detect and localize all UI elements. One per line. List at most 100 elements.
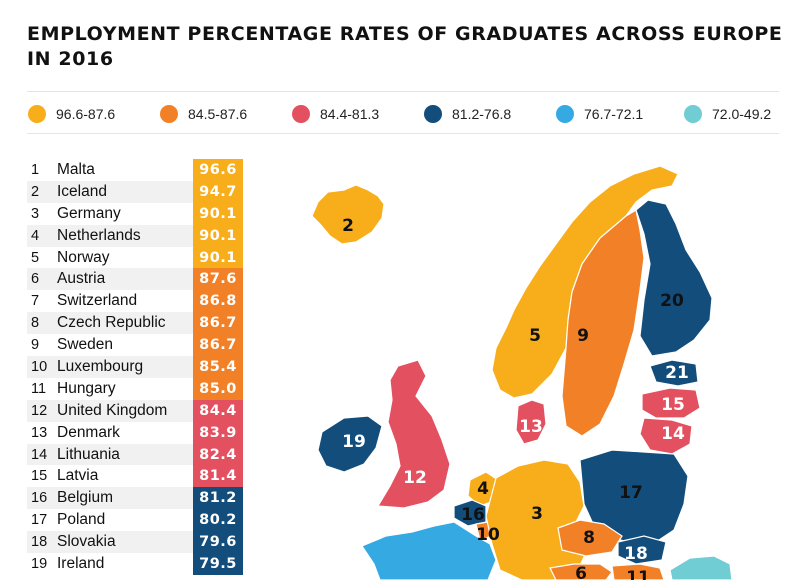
rank-number: 8 [31,315,40,332]
country-name: Ireland [57,554,105,572]
region-latvia [641,387,701,419]
map-label-germany: 3 [531,504,543,524]
map-label-norway: 5 [529,326,541,346]
ranking-row: 13 Denmark 83.9 [27,421,243,444]
region-france [361,521,497,580]
ranking-row: 4 Netherlands 90.1 [27,224,243,247]
region-estonia [649,359,699,387]
ranking-row: 5 Norway 90.1 [27,246,243,269]
legend-item: 81.2-76.8 [424,104,511,124]
legend-swatch [160,105,178,123]
map-label-poland: 17 [619,483,643,503]
country-name: Norway [57,248,110,266]
ranking-row: 19 Ireland 79.5 [27,553,243,575]
country-name: Germany [57,204,121,222]
region-slovakia [617,535,667,565]
region-lithuania [639,417,693,455]
rank-number: 6 [31,271,40,288]
region-iceland [311,184,385,245]
europe-map: 2 20 5 9 21 15 14 13 19 12 4 16 10 3 17 … [311,165,733,580]
country-name: Netherlands [57,226,141,244]
ranking-table: 1 Malta 96.6 2 Iceland 94.7 3 Germany 90.1 4 Nethe… [27,159,243,575]
country-name: Latvia [57,467,99,485]
rank-number: 11 [31,380,47,397]
employment-rate: 79.6 [193,531,243,554]
ranking-row: 8 Czech Republic 86.7 [27,312,243,335]
rank-number: 12 [31,402,48,419]
ranking-row: 15 Latvia 81.4 [27,465,243,488]
country-name: Slovakia [57,533,116,551]
map-label-iceland: 2 [342,216,354,236]
region-czech [557,519,623,557]
rank-number: 13 [31,424,48,441]
region-denmark [515,399,547,445]
employment-rate: 90.1 [193,224,243,247]
legend: 96.6-87.6 84.5-87.6 84.4-81.3 81.2-76.8 … [28,104,788,124]
ranking-row: 14 Lithuania 82.4 [27,443,243,466]
ranking-row: 2 Iceland 94.7 [27,180,243,203]
legend-swatch [556,105,574,123]
ranking-row: 16 Belgium 81.2 [27,487,243,510]
legend-label: 96.6-87.6 [56,106,116,122]
map-label-austria: 6 [575,564,587,580]
map-label-hungary: 11 [626,568,650,580]
rank-number: 1 [31,161,40,178]
employment-rate: 94.7 [193,180,243,203]
rank-number: 5 [31,249,40,266]
employment-rate: 87.6 [193,268,243,291]
map-label-denmark: 13 [519,417,543,437]
map-label-czech: 8 [583,528,595,548]
rank-number: 18 [31,534,48,551]
region-sweden [561,209,645,437]
map-label-slovakia: 18 [624,544,648,564]
country-name: Iceland [57,182,107,200]
employment-rate: 86.7 [193,334,243,357]
legend-item: 72.0-49.2 [684,104,771,124]
employment-rate: 83.9 [193,421,243,444]
country-name: Belgium [57,489,113,507]
legend-swatch [424,105,442,123]
rank-number: 16 [31,490,48,507]
region-romania [669,555,733,580]
country-name: Austria [57,270,106,288]
employment-rate: 86.8 [193,290,243,313]
legend-swatch [684,105,702,123]
rank-number: 15 [31,468,48,485]
page-title: EMPLOYMENT PERCENTAGE RATES OF GRADUATES… [27,23,783,70]
rank-number: 10 [31,358,48,375]
employment-rate: 81.4 [193,465,243,488]
employment-rate: 85.4 [193,356,243,378]
country-name: Poland [57,511,106,529]
ranking-row: 12 United Kingdom 84.4 [27,399,243,422]
employment-rate: 86.7 [193,312,243,335]
region-austria [549,563,613,580]
ranking-row: 9 Sweden 86.7 [27,334,243,357]
country-name: Denmark [57,423,120,441]
rank-number: 19 [31,555,48,572]
rank-number: 2 [31,183,40,200]
employment-rate: 85.0 [193,377,243,400]
ranking-row: 3 Germany 90.1 [27,202,243,225]
legend-item: 96.6-87.6 [28,104,115,124]
country-name: Czech Republic [57,314,166,332]
employment-rate: 82.4 [193,443,243,466]
map-label-ireland: 19 [342,432,366,452]
employment-rate: 79.5 [193,553,243,575]
map-label-luxembourg: 10 [476,525,500,545]
legend-swatch [292,105,310,123]
employment-rate: 96.6 [193,159,243,181]
legend-item: 84.5-87.6 [160,104,247,124]
legend-item: 76.7-72.1 [556,104,643,124]
rank-number: 3 [31,205,40,222]
legend-swatch [28,105,46,123]
region-uk [376,359,451,509]
rank-number: 17 [31,512,48,529]
country-name: Switzerland [57,292,138,310]
legend-label: 84.5-87.6 [188,106,248,122]
legend-label: 72.0-49.2 [712,106,772,122]
map-label-latvia: 15 [661,395,685,415]
map-label-estonia: 21 [665,363,689,383]
rank-number: 9 [31,337,40,354]
employment-rate: 90.1 [193,202,243,225]
ranking-row: 11 Hungary 85.0 [27,377,243,400]
